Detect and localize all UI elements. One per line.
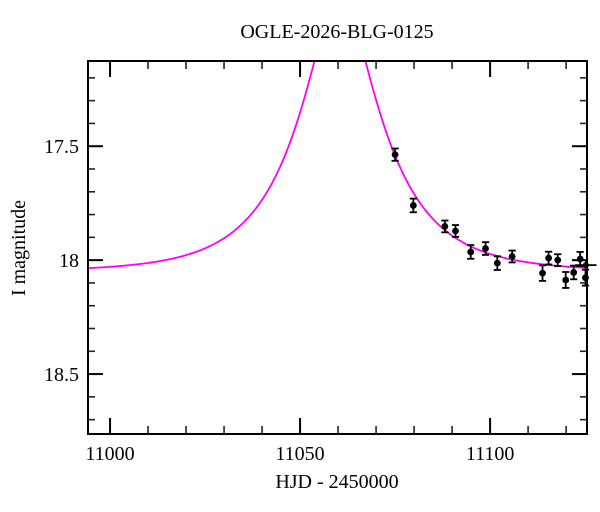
data-point: [451, 224, 460, 238]
axes-layer: [87, 60, 588, 435]
microlensing-model-curve: [88, 61, 587, 270]
point-marker: [539, 269, 546, 277]
data-point: [508, 249, 516, 264]
data-point: [570, 264, 578, 281]
point-marker: [391, 151, 399, 159]
y-tick-label: 18: [59, 250, 79, 272]
point-marker: [508, 253, 516, 260]
point-marker: [441, 223, 449, 230]
model-curve-layer: [88, 61, 587, 270]
point-marker: [562, 276, 570, 284]
point-marker: [467, 248, 475, 256]
data-point: [493, 255, 501, 271]
chart-title: OGLE-2026-BLG-0125: [240, 21, 433, 43]
data-point: [391, 147, 399, 162]
x-axis-label: HJD - 2450000: [275, 471, 398, 493]
data-points-layer: [391, 147, 597, 289]
data-point: [481, 241, 490, 256]
x-tick-label: 11050: [275, 443, 324, 465]
x-tick-label: 11000: [85, 443, 134, 465]
y-axis-label: I magnitude: [8, 200, 30, 296]
data-point: [562, 271, 570, 289]
point-marker: [545, 254, 553, 262]
tick-labels-layer: 11000 11050 11100 17.5 18 18.5: [44, 136, 514, 465]
data-point: [538, 264, 547, 282]
x-tick-label: 11100: [466, 443, 515, 465]
data-point: [467, 244, 475, 260]
y-tick-label: 17.5: [44, 136, 79, 158]
data-point: [554, 253, 562, 267]
data-point: [441, 219, 449, 234]
point-marker: [452, 227, 459, 235]
y-tick-label: 18.5: [44, 364, 79, 386]
data-point: [545, 250, 553, 266]
point-marker: [493, 259, 501, 267]
point-marker: [570, 269, 578, 276]
point-marker: [409, 202, 417, 209]
point-marker: [482, 245, 489, 252]
point-marker: [554, 256, 562, 264]
point-marker: [576, 255, 584, 263]
data-point: [409, 197, 417, 214]
